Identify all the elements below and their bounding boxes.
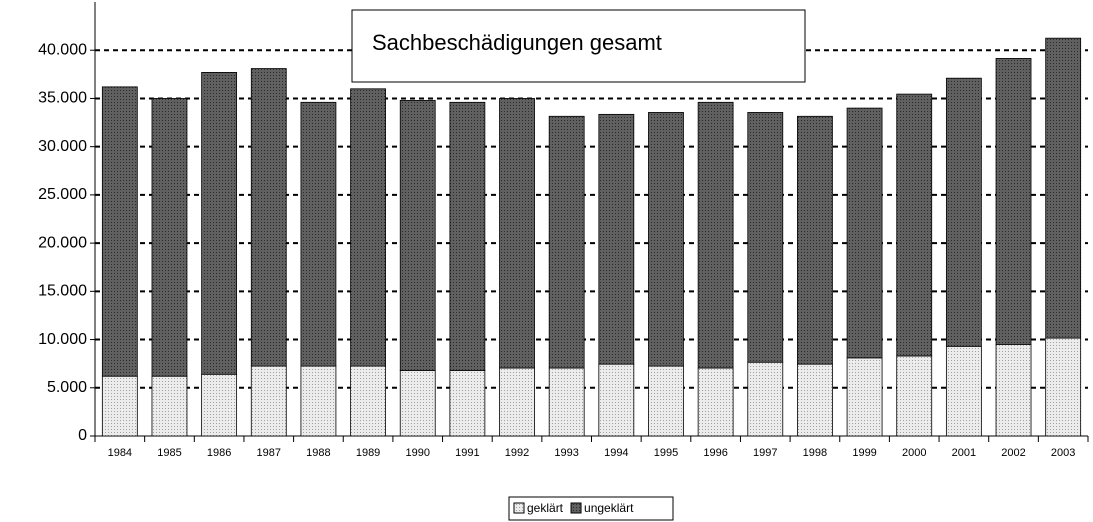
x-tick-label: 1998 (803, 447, 827, 459)
bar-segment (350, 88, 386, 367)
x-tick-label: 1996 (703, 447, 727, 459)
legend-label: ungeklärt (584, 501, 634, 515)
x-tick-label: 2003 (1051, 447, 1075, 459)
x-tick-label: 1991 (455, 447, 479, 459)
bar-segment (350, 365, 386, 437)
bar-segment (747, 361, 784, 437)
bar-segment (697, 101, 734, 369)
bar-segment (250, 68, 287, 367)
bar-segment (598, 363, 635, 437)
bar-segment (300, 365, 337, 437)
x-tick-label: 1993 (554, 447, 578, 459)
bar-segment (499, 367, 535, 437)
x-tick-label: 1995 (654, 447, 678, 459)
bar-segment (101, 375, 138, 437)
x-tick-label: 1987 (257, 447, 281, 459)
x-tick-label: 1985 (157, 447, 181, 459)
x-tick-label: 1990 (405, 447, 429, 459)
bar-segment (1045, 337, 1082, 437)
bar-segment (995, 343, 1032, 437)
bar-segment (101, 86, 138, 377)
y-tick-label: 40.000 (38, 41, 87, 58)
bar-segment (846, 107, 883, 359)
bar-segment (449, 370, 486, 437)
y-tick-label: 15.000 (38, 283, 87, 300)
y-tick-label: 10.000 (38, 331, 87, 348)
bar-segment (151, 375, 188, 437)
x-tick-label: 1988 (306, 447, 330, 459)
bar-segment (797, 115, 833, 365)
bar-segment (797, 363, 833, 437)
bar-segment (250, 365, 287, 437)
y-tick-label: 20.000 (38, 234, 87, 251)
bar-segment (846, 357, 883, 437)
bar-segment (449, 101, 486, 371)
bar-segment (151, 98, 188, 377)
bar-segment (399, 370, 436, 437)
x-tick-label: 2001 (952, 447, 976, 459)
bar-segment (995, 58, 1032, 345)
bar-segment (201, 373, 238, 437)
x-tick-label: 2000 (902, 447, 926, 459)
bar-segment (896, 93, 933, 357)
bar-segment (747, 112, 784, 363)
x-tick-label: 1984 (108, 447, 132, 459)
y-tick-label: 30.000 (38, 138, 87, 155)
chart-title: Sachbeschädigungen gesamt (372, 30, 662, 55)
bar-segment (548, 367, 585, 437)
bar-segment (1045, 37, 1082, 339)
x-tick-label: 1989 (356, 447, 380, 459)
y-tick-label: 0 (78, 427, 87, 444)
bar-segment (499, 98, 535, 369)
bar-segment (648, 365, 684, 437)
bar-segment (300, 101, 337, 367)
x-tick-label: 1986 (207, 447, 231, 459)
y-tick-label: 5.000 (47, 379, 87, 396)
bar-segment (648, 112, 684, 367)
bar-segment (945, 345, 982, 437)
x-tick-label: 1997 (753, 447, 777, 459)
bar-segment (598, 113, 635, 365)
bar-segment (399, 99, 436, 371)
legend-box (508, 496, 674, 521)
x-tick-label: 1992 (505, 447, 529, 459)
legend-swatch (570, 502, 582, 514)
legend-label: geklärt (527, 501, 564, 515)
x-tick-label: 1994 (604, 447, 628, 459)
bar-segment (548, 115, 585, 369)
title-box (351, 9, 806, 83)
x-tick-label: 1999 (852, 447, 876, 459)
bar-segment (697, 367, 734, 437)
bar-segment (201, 72, 238, 375)
y-tick-label: 35.000 (38, 90, 87, 107)
bar-segment (945, 77, 982, 347)
legend-swatch (513, 502, 525, 514)
x-tick-label: 2002 (1001, 447, 1025, 459)
y-tick-label: 25.000 (38, 186, 87, 203)
bar-segment (896, 355, 933, 437)
